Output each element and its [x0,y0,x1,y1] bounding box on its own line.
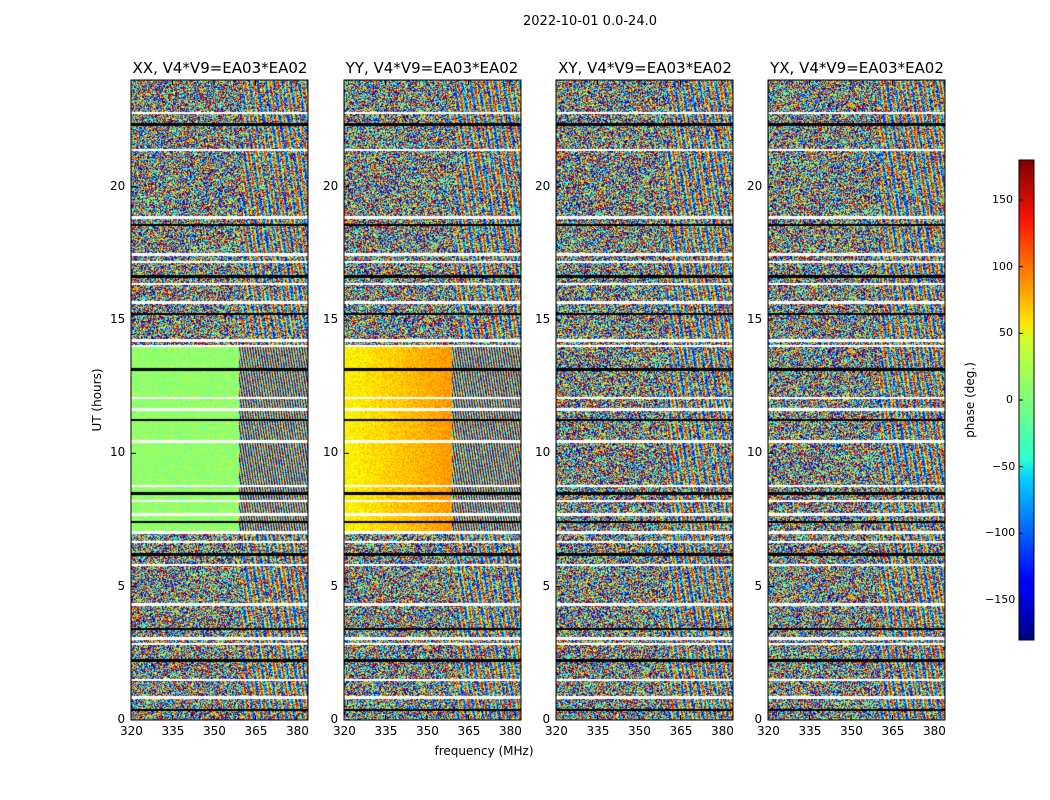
y-tick-label: 5 [542,578,551,593]
y-tick-label: 0 [542,712,551,726]
x-tick-label: 335 [798,724,822,738]
panel-title-yx: YX, V4*V9=EA03*EA02 [770,59,944,77]
panel-title-yy: YY, V4*V9=EA03*EA02 [345,59,519,77]
x-tick-label: 320 [120,724,143,738]
y-tick-label: 10 [535,445,551,460]
y-tick-label: 15 [110,312,126,326]
heatmap-yy [344,80,521,720]
chart-title: 2022-10-01 0.0-24.0 [523,14,657,29]
y-tick-label: 15 [747,312,763,326]
x-tick-label: 380 [285,724,309,738]
panel-title-xy: XY, V4*V9=EA03*EA02 [558,59,732,77]
x-tick-label: 320 [757,724,780,738]
y-tick-label: 20 [323,178,339,193]
x-tick-label: 365 [881,724,905,738]
panel-frame-xy [555,79,734,721]
heatmap-xx [131,80,308,720]
x-tick-label: 365 [457,724,481,738]
y-tick-label: 5 [754,578,763,593]
colorbar-tick-label: 150 [992,193,1013,206]
x-tick-label: 380 [498,724,522,738]
colorbar-ticks [1019,199,1023,601]
x-tick-label: 350 [627,724,651,738]
panel-frame-yx [767,79,946,721]
y-tick-label: 5 [117,578,126,593]
x-tick-label: 350 [202,724,226,738]
heatmap-xy [556,80,733,720]
y-tick-label: 10 [747,445,763,460]
y-tick-label: 20 [110,178,126,193]
y-tick-label: 20 [747,178,763,193]
colorbar-tick-label: 0 [1006,393,1013,406]
panels-group [130,79,946,721]
panel-title-xx: XX, V4*V9=EA03*EA02 [132,59,308,77]
y-tick-label: 15 [535,312,551,326]
x-tick-label: 335 [586,724,610,738]
x-tick-label: 320 [545,724,568,738]
colorbar-tick-label: −50 [992,459,1016,473]
panel-frame-xx [130,79,309,721]
x-axis-label: frequency (MHz) [434,744,534,758]
x-tick-label: 350 [415,724,439,738]
x-tick-label: 365 [244,724,268,738]
colorbar-tick-label: −150 [985,593,1016,606]
x-tick-label: 380 [922,724,946,738]
panel-frame-yy [343,79,522,721]
heatmap-yx [768,80,945,720]
y-axis-label: UT (hours) [90,368,104,432]
x-tick-label: 320 [333,724,356,738]
colorbar-tick-label: −100 [985,526,1016,540]
colorbar-label: phase (deg.) [963,362,977,438]
x-tick-label: 350 [839,724,863,738]
colorbar-tick-label: 50 [999,326,1013,340]
y-tick-label: 5 [330,578,339,593]
y-tick-label: 20 [535,178,551,193]
x-tick-label: 365 [669,724,693,738]
colorbar-tick-label: 100 [992,259,1013,273]
y-tick-label: 15 [323,312,339,326]
y-tick-label: 0 [754,712,763,726]
y-tick-label: 0 [117,712,126,726]
y-tick-label: 0 [330,712,339,726]
y-tick-label: 10 [323,445,339,460]
y-tick-label: 10 [110,445,126,460]
x-tick-label: 380 [710,724,734,738]
x-tick-label: 335 [161,724,185,738]
x-tick-label: 335 [374,724,398,738]
